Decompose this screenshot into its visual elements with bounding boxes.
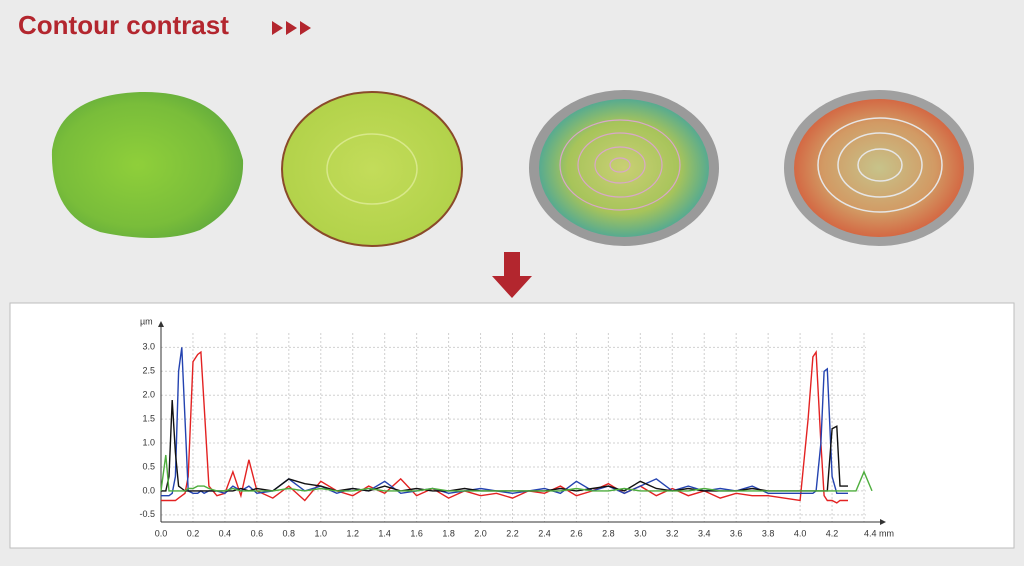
y-tick-label: 0.5 <box>142 461 155 471</box>
down-arrow <box>492 252 532 298</box>
y-tick-label: 1.0 <box>142 437 155 447</box>
y-axis-unit: µm <box>140 316 153 326</box>
sample-contours <box>817 117 943 213</box>
sample-image <box>794 99 964 237</box>
x-tick-label: 4.4 mm <box>864 528 894 538</box>
x-tick-label: 1.2 <box>346 528 359 538</box>
sample-images <box>51 90 974 247</box>
x-tick-label: 3.8 <box>762 528 775 538</box>
x-tick-label: 1.0 <box>315 528 328 538</box>
sample-contours <box>559 119 681 211</box>
data-line <box>161 349 848 504</box>
x-tick-label: 0.0 <box>155 528 168 538</box>
y-tick-label: 1.5 <box>142 414 155 424</box>
x-tick-label: 0.4 <box>219 528 232 538</box>
x-tick-label: 1.6 <box>410 528 423 538</box>
data-line <box>161 347 848 497</box>
data-line <box>160 454 873 492</box>
x-tick-label: 0.6 <box>251 528 264 538</box>
title-arrows <box>272 21 311 35</box>
y-tick-label: 2.0 <box>142 390 155 400</box>
x-tick-label: 2.2 <box>506 528 519 538</box>
x-tick-label: 0.8 <box>283 528 296 538</box>
x-tick-label: 2.0 <box>474 528 487 538</box>
x-tick-label: 2.6 <box>570 528 583 538</box>
axis-arrow <box>158 321 164 327</box>
sample-image <box>281 91 463 247</box>
chart: µm -0.50.00.51.01.52.02.53.00.0 0.2 0.4 0.6… <box>139 316 894 538</box>
sample-contour <box>326 133 418 205</box>
x-tick-label: 2.8 <box>602 528 615 538</box>
sample-image <box>539 99 709 237</box>
page-title: Contour contrast <box>18 10 229 40</box>
y-tick-label: 3.0 <box>142 342 155 352</box>
x-tick-label: 1.8 <box>442 528 455 538</box>
x-tick-label: 0.2 <box>187 528 200 538</box>
x-tick-label: 3.6 <box>730 528 743 538</box>
axis-arrow <box>880 519 886 525</box>
x-tick-label: 4.2 <box>826 528 839 538</box>
y-tick-label: 2.5 <box>142 366 155 376</box>
x-tick-label: 3.4 <box>698 528 711 538</box>
sample-image <box>51 91 244 239</box>
y-tick-label: 0.0 <box>142 485 155 495</box>
x-tick-label: 4.0 <box>794 528 807 538</box>
x-tick-label: 3.2 <box>666 528 679 538</box>
x-tick-label: 1.4 <box>378 528 391 538</box>
x-tick-label: 3.0 <box>634 528 647 538</box>
x-tick-label: 2.4 <box>538 528 551 538</box>
y-tick-label: -0.5 <box>139 509 155 519</box>
